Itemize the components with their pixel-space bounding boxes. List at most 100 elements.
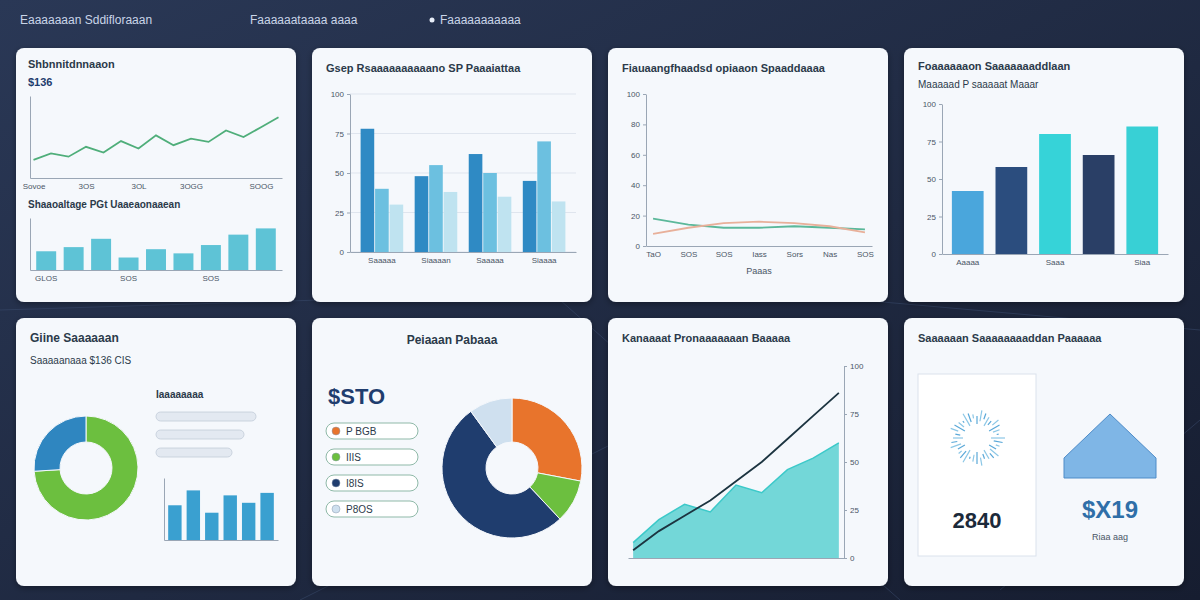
background bbox=[0, 0, 1200, 600]
panel bbox=[16, 318, 296, 586]
x-axis bbox=[629, 558, 845, 559]
y-axis-line bbox=[350, 95, 351, 253]
grid-line bbox=[350, 133, 576, 134]
plot-area bbox=[36, 228, 276, 270]
icon-stroke bbox=[959, 423, 964, 427]
bar bbox=[64, 247, 84, 270]
x-axis-line bbox=[351, 252, 577, 253]
slice bbox=[471, 398, 512, 447]
icon-stroke bbox=[963, 450, 970, 462]
y-tick: 50 bbox=[335, 169, 350, 178]
icon-stroke bbox=[972, 414, 974, 418]
icon-stroke bbox=[980, 410, 982, 421]
plot-area bbox=[653, 219, 865, 234]
bar bbox=[523, 181, 537, 252]
y-tick-label: 0 bbox=[850, 554, 855, 563]
x-tick: Saaaaa bbox=[476, 256, 504, 265]
bar bbox=[375, 189, 389, 252]
bar bbox=[429, 165, 443, 252]
y-axis-line bbox=[646, 95, 647, 247]
x-axis-line bbox=[647, 246, 873, 247]
bar bbox=[361, 129, 375, 252]
icon-stroke bbox=[997, 434, 999, 436]
x-tick: 3OS bbox=[78, 182, 94, 191]
icon-stroke bbox=[973, 455, 974, 462]
y-tick-label: 25 bbox=[850, 506, 859, 515]
chart-title: Gsep Rsaaaaaaaaaano SP Paaaiattaa bbox=[326, 62, 521, 74]
icon-stroke bbox=[959, 451, 962, 454]
x-tick-label: Nas bbox=[823, 250, 837, 259]
bar bbox=[205, 513, 218, 540]
y-tick-mark bbox=[939, 217, 942, 218]
chart-title: Fiauaangfhaadsd opiaaon Spaaddaaaa bbox=[622, 62, 826, 74]
x-axis: GLOSSOSSOS bbox=[31, 271, 283, 283]
icon-stroke bbox=[951, 428, 959, 431]
y-tick-label: 50 bbox=[927, 175, 936, 184]
y-tick-mark bbox=[844, 366, 847, 367]
y-tick: 75 bbox=[844, 410, 859, 419]
panel bbox=[608, 48, 888, 302]
x-axis-line bbox=[31, 270, 283, 271]
text-line: Shaaoaltage PGt Uaaeaonaaean bbox=[28, 199, 180, 210]
bar bbox=[415, 176, 429, 252]
chart: SaaaaaSiaaaanSaaaaaSiaaaa0255075100 bbox=[331, 90, 577, 265]
bar bbox=[146, 249, 166, 270]
legend-label: P BGB bbox=[346, 426, 377, 437]
icon-stroke bbox=[988, 421, 991, 425]
house-icon bbox=[1064, 414, 1156, 478]
x-tick: TaO bbox=[646, 250, 661, 259]
bar bbox=[444, 192, 458, 252]
panel bbox=[904, 318, 1184, 586]
y-tick-label: 25 bbox=[927, 213, 936, 222]
y-tick-label: 40 bbox=[631, 181, 640, 190]
y-tick: 60 bbox=[631, 151, 646, 160]
x-tick: Nas bbox=[823, 250, 837, 259]
x-tick-label: 3OL bbox=[131, 182, 147, 191]
y-tick: 25 bbox=[927, 213, 942, 222]
y-tick-label: 80 bbox=[631, 120, 640, 129]
x-tick: 3OL bbox=[131, 182, 147, 191]
y-tick-label: 0 bbox=[636, 242, 641, 251]
plot-area bbox=[168, 490, 274, 540]
y-tick: 0 bbox=[636, 242, 646, 251]
chart: AaaaaSaaaSiaa0255075100 bbox=[923, 100, 1169, 267]
icon-stroke bbox=[969, 457, 971, 459]
y-axis-line bbox=[30, 219, 31, 271]
bar bbox=[1083, 155, 1115, 254]
legend-pill bbox=[326, 449, 418, 465]
legend-label: P8OS bbox=[346, 504, 373, 515]
chart-title: Shaaoaltage PGt Uaaeaonaaean bbox=[28, 199, 180, 210]
legend-swatch bbox=[332, 453, 340, 461]
y-tick-mark bbox=[643, 94, 646, 95]
x-tick-label: TaO bbox=[646, 250, 661, 259]
x-tick: SOS bbox=[680, 250, 697, 259]
legend-entry: I8IS bbox=[326, 475, 418, 491]
y-tick-label: 60 bbox=[631, 151, 640, 160]
chart-title: Kanaaaat Pronaaaaaaan Baaaaa bbox=[622, 332, 791, 344]
x-tick-label: Saaa bbox=[1046, 258, 1065, 267]
header-tab: Faaaaaaaaaaa bbox=[440, 13, 521, 27]
x-axis: Sovoe3OS3OL3OGGSOOG bbox=[23, 179, 283, 191]
chart: TaOSOSSOSIassSorsNasSOS020406080100 bbox=[627, 90, 874, 259]
bar bbox=[1039, 134, 1071, 254]
x-tick: 3OGG bbox=[180, 182, 203, 191]
y-tick: 50 bbox=[844, 458, 859, 467]
header-dot bbox=[430, 18, 435, 23]
x-tick-label: SOS bbox=[680, 250, 697, 259]
legend-label: IIIS bbox=[346, 452, 361, 463]
panel bbox=[608, 318, 888, 586]
icon-stroke bbox=[976, 452, 977, 464]
x-tick-label: GLOS bbox=[35, 274, 57, 283]
y-tick: 50 bbox=[927, 175, 942, 184]
annotation: $STO bbox=[328, 384, 385, 409]
icon-stroke bbox=[953, 437, 963, 438]
icon-stroke bbox=[955, 434, 960, 436]
y-tick-mark bbox=[643, 246, 646, 247]
y-tick-mark bbox=[347, 134, 350, 135]
y-tick: 75 bbox=[927, 138, 942, 147]
y-tick-mark bbox=[643, 216, 646, 217]
x-tick-label: Saaaaa bbox=[476, 256, 504, 265]
x-tick: SOS bbox=[202, 274, 219, 283]
x-axis: AaaaaSaaaSiaa bbox=[943, 255, 1169, 267]
x-axis-title: Paaas bbox=[746, 266, 772, 276]
